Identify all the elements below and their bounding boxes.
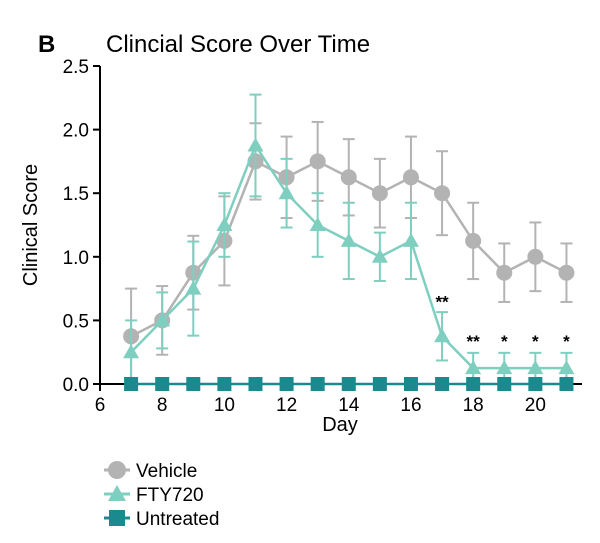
chart-title: Clincial Score Over Time: [106, 31, 370, 58]
data-point: [155, 377, 170, 391]
y-axis-ticks: 0.0 0.5 1.0 1.5 2.0 2.5: [63, 57, 100, 396]
legend-item-vehicle: Vehicle: [104, 461, 197, 482]
y-tick-label: 2.0: [63, 121, 89, 142]
data-point: [371, 185, 388, 202]
y-axis-label: Clinical Score: [20, 164, 42, 286]
data-point: [558, 264, 575, 281]
significance-marker: *: [563, 332, 570, 351]
data-point: [372, 377, 387, 391]
data-point: [185, 280, 202, 295]
legend-marker-vehicle: [108, 461, 126, 479]
data-point: [497, 377, 512, 391]
data-point: [278, 185, 295, 200]
legend-label-vehicle: Vehicle: [136, 461, 197, 482]
data-point: [279, 377, 294, 391]
data-point: [341, 377, 356, 391]
x-tick-label: 14: [338, 395, 360, 416]
x-tick-label: 8: [157, 395, 168, 416]
data-point: [434, 328, 451, 343]
series-untreated: [124, 377, 574, 391]
data-point: [527, 360, 544, 375]
data-point: [402, 169, 419, 186]
data-point: [340, 232, 357, 247]
x-tick-label: 18: [463, 395, 484, 416]
data-point: [527, 248, 544, 265]
legend-label-untreated: Untreated: [136, 509, 219, 530]
legend-item-untreated: Untreated: [104, 509, 219, 530]
x-tick-label: 10: [214, 395, 235, 416]
series-layer: [123, 93, 575, 391]
data-point: [466, 377, 481, 391]
significance-marker: **: [435, 293, 449, 312]
data-point: [340, 169, 357, 186]
significance-marker: *: [532, 332, 539, 351]
data-point: [154, 312, 171, 327]
data-point: [465, 360, 482, 375]
y-tick-label: 0.0: [63, 375, 89, 396]
data-point: [248, 377, 263, 391]
data-point: [528, 377, 543, 391]
significance-annotations: **** * * *: [435, 293, 570, 351]
y-tick-label: 2.5: [63, 57, 89, 78]
y-tick-label: 0.5: [63, 311, 89, 332]
x-tick-label: 16: [400, 395, 421, 416]
y-tick-label: 1.5: [63, 184, 89, 205]
data-point: [217, 377, 232, 391]
x-axis-label: Day: [322, 414, 358, 436]
data-point: [216, 217, 233, 231]
x-tick-label: 12: [276, 395, 297, 416]
data-point: [434, 185, 451, 202]
legend-marker-untreated: [109, 510, 125, 526]
data-point: [309, 153, 326, 170]
data-point: [465, 232, 482, 249]
legend: Vehicle FTY720 Untreated: [104, 461, 219, 530]
panel-label: B: [38, 31, 55, 58]
legend-marker-fty720: [108, 485, 126, 501]
data-point: [435, 377, 450, 391]
data-point: [309, 217, 326, 231]
legend-label-fty720: FTY720: [136, 485, 204, 506]
significance-marker: **: [467, 332, 481, 351]
series-fty720: [123, 93, 575, 385]
axes: 0.0 0.5 1.0 1.5 2.0 2.5 6 8 10 12 14 16 18 20: [63, 57, 582, 416]
data-point: [559, 377, 574, 391]
x-tick-label: 6: [95, 395, 106, 416]
significance-marker: *: [501, 332, 508, 351]
data-point: [496, 264, 513, 281]
data-point: [124, 377, 139, 391]
legend-item-fty720: FTY720: [104, 485, 204, 506]
data-point: [403, 377, 418, 391]
x-axis-ticks: 6 8 10 12 14 16 18 20: [95, 384, 546, 416]
series-vehicle: [123, 120, 575, 385]
data-point: [123, 344, 140, 359]
data-point: [186, 377, 201, 391]
data-point: [371, 248, 388, 263]
data-point: [496, 360, 513, 375]
data-point: [310, 377, 325, 391]
data-point: [402, 232, 419, 247]
data-point: [247, 137, 264, 152]
x-tick-label: 20: [525, 395, 546, 416]
y-tick-label: 1.0: [63, 248, 89, 269]
data-point: [558, 360, 575, 375]
